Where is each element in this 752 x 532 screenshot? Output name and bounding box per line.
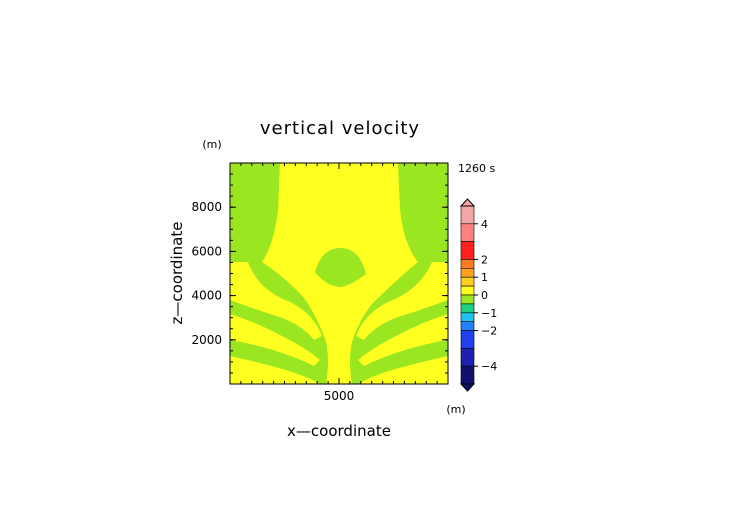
x-tick-label: 5000 <box>324 389 355 403</box>
colorbar-tick-label: 4 <box>481 218 488 231</box>
colorbar-level <box>460 321 475 331</box>
z-tick-label: 8000 <box>191 200 222 214</box>
colorbar-level <box>460 205 475 225</box>
colorbar-level <box>460 303 475 314</box>
colorbar-level <box>460 294 475 305</box>
x-unit-label: (m) <box>446 403 465 416</box>
central-bubble-negative <box>315 248 366 287</box>
colorbar-level <box>460 312 475 322</box>
colorbar-tick-label: −1 <box>481 307 497 320</box>
axis-ticks: 2000 4000 6000 8000 5000 <box>191 163 448 403</box>
colorbar-level <box>460 276 475 287</box>
plot-area <box>229 162 449 385</box>
right-band-lower <box>358 356 448 384</box>
colorbar-top-arrow <box>459 198 476 207</box>
colorbar-tick-label: −4 <box>481 360 497 373</box>
left-band-upper <box>230 262 322 340</box>
chart-title: vertical velocity <box>260 118 420 139</box>
z-tick-label: 2000 <box>191 333 222 347</box>
colorbar-level <box>460 259 475 269</box>
colorbar-tick-label: 2 <box>481 253 488 266</box>
time-label: 1260 s <box>458 162 495 175</box>
colorbar-level <box>460 223 475 242</box>
colorbar-tick-label: −2 <box>481 325 497 338</box>
colorbar-level <box>460 348 475 367</box>
left-band-middle <box>230 314 320 366</box>
z-unit-label: (m) <box>202 138 221 151</box>
z-tick-label: 6000 <box>191 244 222 258</box>
colorbar-level <box>460 267 475 278</box>
colorbar-level <box>460 365 475 385</box>
colorbar: 4 2 1 0 −1 −2 −4 <box>459 198 497 392</box>
colorbar-level <box>460 330 475 349</box>
right-band-upper <box>356 262 448 340</box>
colorbar-bottom-arrow <box>459 383 476 392</box>
x-axis-label: x—coordinate <box>287 422 391 440</box>
colorbar-tick-label: 1 <box>481 271 488 284</box>
left-band-lower <box>230 356 320 384</box>
colorbar-level <box>460 241 475 260</box>
colorbar-tick-label: 0 <box>481 289 488 302</box>
right-band-middle <box>358 314 448 366</box>
z-axis-label: z—coordinate <box>168 222 186 325</box>
velocity-field <box>230 163 448 384</box>
colorbar-level <box>460 285 475 296</box>
z-tick-label: 4000 <box>191 289 222 303</box>
